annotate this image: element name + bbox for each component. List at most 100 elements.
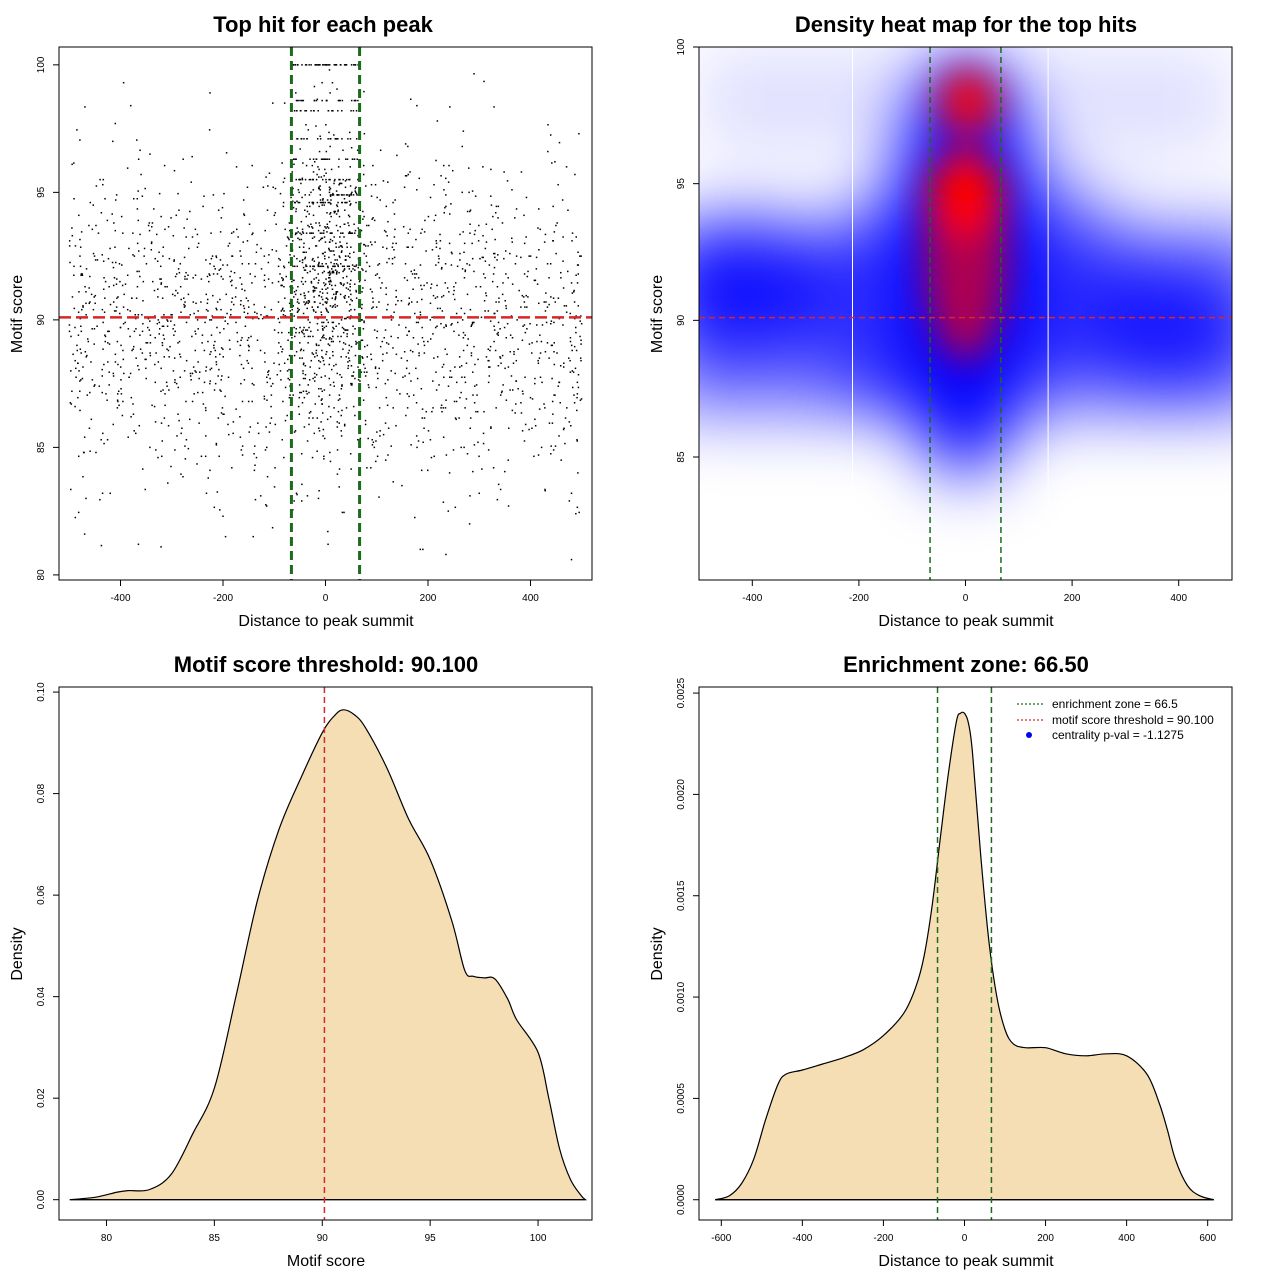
scatter-point: [388, 257, 390, 260]
scatter-point: [266, 475, 269, 478]
scatter-point: [241, 400, 244, 403]
scatter-point: [334, 297, 337, 299]
scatter-point: [321, 232, 323, 234]
scatter-point: [575, 331, 577, 334]
scatter-point: [410, 380, 412, 382]
scatter-point: [469, 417, 472, 419]
scatter-point: [336, 426, 339, 428]
scatter-point: [263, 274, 266, 276]
scatter-point: [253, 303, 255, 306]
scatter-point: [484, 247, 487, 250]
scatter-point: [78, 214, 80, 217]
scatter-point: [235, 321, 237, 324]
scatter-point: [534, 382, 536, 385]
scatter-point: [353, 223, 355, 225]
scatter-point: [304, 269, 307, 271]
scatter-y-tick-label: 95: [36, 186, 47, 198]
scatter-point: [391, 263, 394, 265]
scatter-point: [318, 205, 320, 208]
scatter-point: [128, 247, 130, 250]
scatter-point: [195, 302, 197, 305]
scatter-point: [189, 314, 192, 316]
scatter-point: [308, 194, 311, 196]
scatter-point: [381, 340, 384, 343]
scatter-point: [420, 469, 423, 472]
scatter-point: [313, 380, 316, 382]
scatter-point: [552, 297, 555, 299]
scatter-point: [355, 340, 357, 343]
scatter-point: [265, 315, 268, 317]
scatter-point: [307, 302, 309, 305]
scatter-point: [416, 301, 418, 303]
scatter-point: [160, 215, 162, 218]
scatter-point: [268, 431, 271, 433]
scatter-point: [297, 310, 299, 312]
scatter-point: [305, 251, 307, 254]
scatter-point: [328, 248, 330, 251]
scatter-point: [303, 333, 305, 335]
scatter-point: [137, 314, 140, 316]
scatter-point: [292, 187, 294, 190]
scatter-point: [564, 417, 567, 419]
scatter-point: [315, 343, 318, 345]
scatter-point: [157, 361, 160, 363]
score-density-panel: Motif score threshold: 90.100 80 85 90 95 10…: [9, 652, 593, 1270]
scatter-point: [440, 407, 442, 409]
scatter-point: [521, 430, 524, 432]
scatter-point: [493, 266, 496, 269]
scatter-point: [352, 194, 355, 196]
scatter-point: [308, 64, 310, 66]
scatter-point: [376, 273, 379, 275]
scatter-point: [236, 331, 238, 334]
scatter-point: [222, 348, 224, 350]
scatter-point: [92, 252, 95, 255]
scatter-point: [553, 231, 556, 233]
scatter-point: [259, 349, 262, 352]
scatter-point: [169, 345, 171, 348]
scatter-point: [108, 371, 110, 373]
scatter-point: [228, 242, 231, 245]
scatter-point: [246, 240, 249, 242]
scatter-point: [346, 329, 349, 331]
scatter-point: [241, 445, 244, 447]
scatter-point: [70, 488, 72, 491]
scatter-point: [300, 220, 303, 223]
scatter-point: [523, 324, 526, 326]
scatter-point: [168, 257, 171, 260]
scatter-point: [304, 329, 307, 331]
scatter-point: [495, 407, 497, 409]
scatter-point: [569, 359, 571, 362]
scatter-point: [371, 438, 374, 441]
scatter-point: [137, 158, 140, 160]
scatter-point: [324, 226, 326, 228]
scatter-point: [284, 228, 286, 231]
scatter-point: [322, 329, 324, 331]
scatter-point: [410, 301, 413, 303]
scatter-point: [240, 339, 242, 342]
heatmap-red-layer: [923, 69, 1008, 362]
scatter-point: [337, 410, 340, 413]
scatter-point: [149, 334, 152, 336]
scatter-point: [363, 371, 366, 373]
scatter-point: [350, 99, 353, 102]
scatter-point: [438, 257, 440, 260]
scatter-point: [548, 357, 550, 359]
scatter-point: [430, 287, 432, 289]
scatter-point: [302, 266, 305, 269]
scatter-point: [177, 386, 180, 389]
scatter-point: [340, 430, 342, 432]
scatter-point: [107, 330, 109, 333]
scatter-point: [346, 282, 349, 284]
scatter-point: [337, 194, 339, 196]
scatter-point: [335, 263, 338, 265]
scatter-point: [347, 365, 350, 367]
scatter-point: [469, 209, 472, 211]
scatter-point: [345, 259, 347, 261]
scatter-point: [239, 344, 242, 347]
scatter-point: [312, 171, 315, 173]
scatter-point: [213, 347, 215, 349]
scatter-point: [289, 310, 291, 312]
scatter-point: [387, 379, 389, 381]
scatter-point: [340, 414, 342, 417]
scatter-point: [336, 259, 338, 261]
